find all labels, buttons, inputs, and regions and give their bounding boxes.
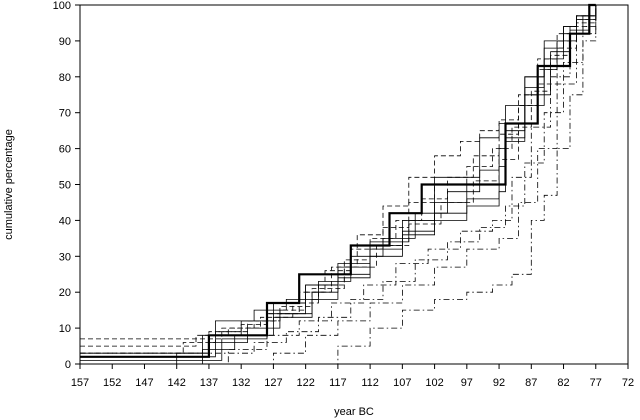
x-tick-label: 152 [103,377,121,389]
y-tick-label: 20 [59,287,71,299]
x-tick-label: 137 [200,377,218,389]
series-layer [80,3,597,365]
x-tick-label: 87 [525,377,537,389]
series-line-6 [170,5,590,365]
x-tick-label: 77 [590,377,602,389]
axes: 157 152 147 142 137 132 127 122 117 112 107 102 97 92… [53,0,634,389]
series-line-9 [80,5,597,347]
x-tick-label: 132 [232,377,250,389]
x-tick-label: 97 [461,377,473,389]
x-tick-label: 112 [361,377,379,389]
series-line-2 [80,5,590,358]
x-tick-label: 107 [393,377,411,389]
series-line-14 [305,5,597,365]
y-axis-title: cumulative percentage [3,129,15,240]
x-tick-label: 147 [135,377,153,389]
x-tick-label: 122 [296,377,314,389]
series-line-8 [80,5,590,358]
labels: year BC cumulative percentage [3,129,374,418]
series-line-12 [189,5,590,365]
series-line-10 [80,5,597,354]
series-line-11 [241,5,597,365]
x-tick-label: 142 [168,377,186,389]
y-tick-label: 0 [65,359,71,371]
x-axis-title: year BC [334,406,374,418]
x-tick-label: 72 [622,377,634,389]
y-tick-label: 100 [53,0,71,12]
y-tick-label: 10 [59,323,71,335]
y-tick-label: 60 [59,144,71,156]
y-tick-label: 90 [59,36,71,48]
x-tick-label: 92 [493,377,505,389]
x-tick-label: 127 [264,377,282,389]
series-line-13 [80,5,597,354]
y-tick-label: 80 [59,72,71,84]
x-tick-label: 82 [557,377,569,389]
y-tick-label: 30 [59,251,71,263]
series-line-1 [80,3,596,358]
x-tick-label: 157 [71,377,89,389]
y-tick-label: 70 [59,108,71,120]
series-line-5 [80,5,597,361]
series-line-3 [80,5,597,354]
y-tick-label: 40 [59,215,71,227]
x-tick-label: 117 [329,377,347,389]
series-line-7 [80,5,597,340]
y-tick-label: 50 [59,180,71,192]
x-tick-label: 102 [425,377,443,389]
series-line-4 [125,5,597,365]
